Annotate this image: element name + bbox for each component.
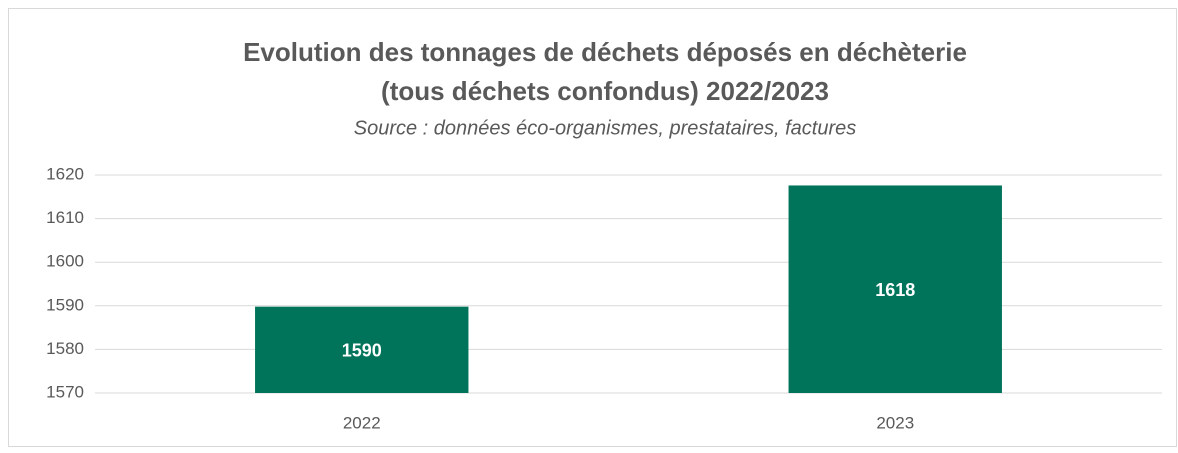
chart-title: (tous déchets confondus) 2022/2023 [381, 76, 829, 106]
y-tick-label: 1610 [46, 208, 84, 227]
bar [255, 306, 469, 393]
data-label: 1618 [875, 280, 915, 300]
x-tick-label: 2023 [876, 413, 914, 432]
y-tick-label: 1620 [46, 164, 84, 183]
y-tick-label: 1570 [46, 382, 84, 401]
chart-title: Evolution des tonnages de déchets déposé… [243, 37, 967, 67]
data-label: 1590 [342, 341, 382, 361]
x-tick-label: 2022 [343, 413, 381, 432]
y-tick-label: 1590 [46, 295, 84, 314]
bar [788, 185, 1002, 393]
y-tick-label: 1580 [46, 339, 84, 358]
y-tick-label: 1600 [46, 252, 84, 271]
chart-subtitle: Source : données éco-organismes, prestat… [354, 117, 856, 139]
